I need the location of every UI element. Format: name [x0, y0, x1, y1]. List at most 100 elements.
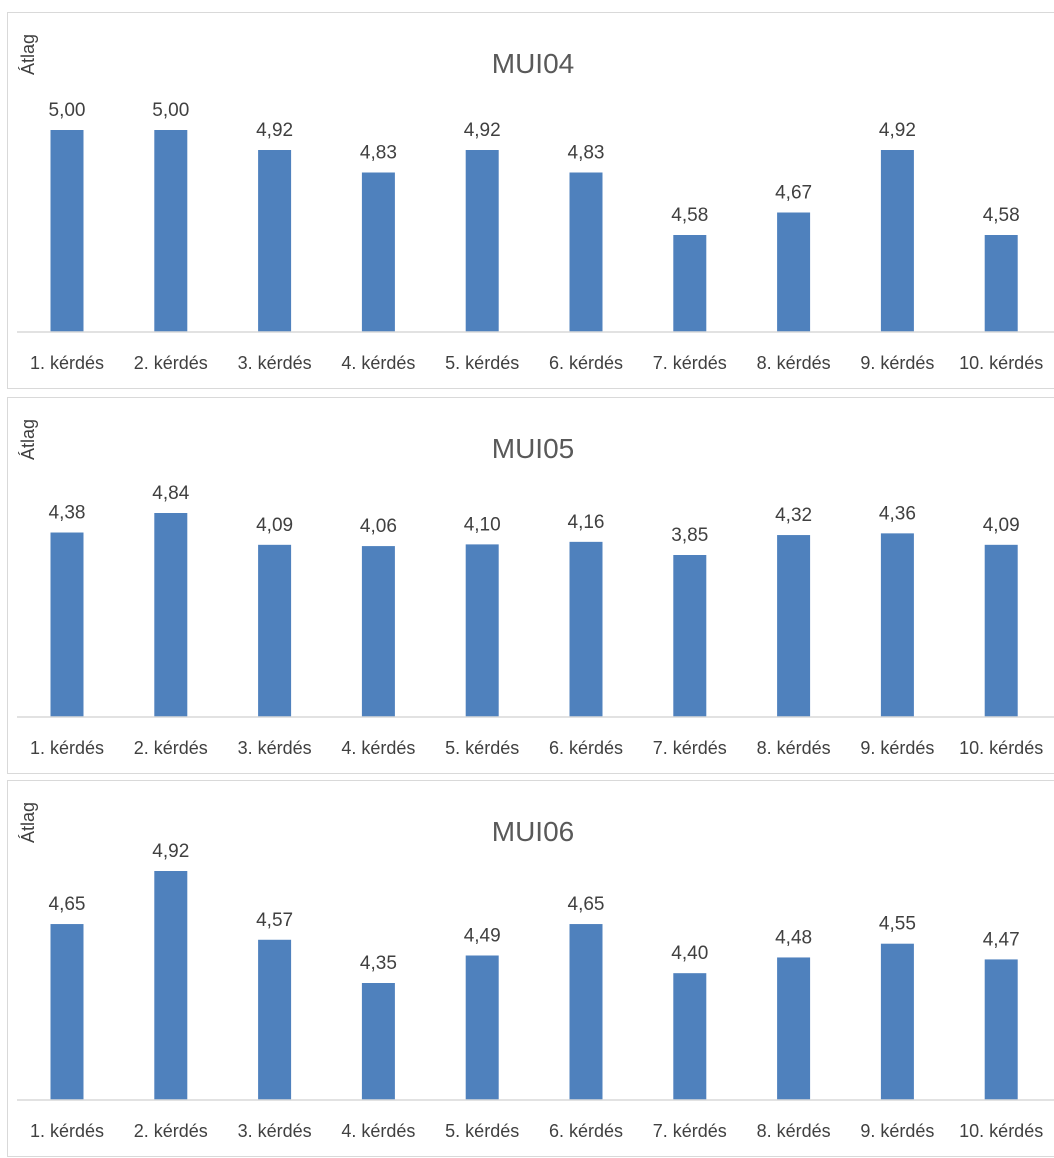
bar [361, 983, 395, 1100]
x-tick-labels: 1. kérdés 2. kérdés 3. kérdés 4. kérdés 5. k… [30, 738, 1043, 758]
y-axis-label: Átlag [18, 34, 38, 75]
bar [673, 555, 707, 717]
data-label: 5,00 [49, 100, 86, 121]
x-tick-label: 6. kérdés [549, 738, 623, 758]
data-label: 4,10 [464, 514, 501, 535]
bar-chart-mui05: MUI05 Átlag 4,38 4,84 4,09 4,06 4,10 4,16 3,85… [17, 419, 1054, 758]
data-label: 4,55 [879, 914, 916, 935]
bar [258, 939, 292, 1100]
data-label: 4,67 [775, 183, 812, 204]
bar [361, 546, 395, 717]
x-tick-label: 2. kérdés [134, 1121, 208, 1141]
x-tick-label: 2. kérdés [134, 738, 208, 758]
data-label: 4,48 [775, 927, 812, 948]
data-label: 4,58 [983, 205, 1020, 226]
y-axis-label: Átlag [18, 802, 38, 843]
x-tick-label: 9. kérdés [860, 1121, 934, 1141]
data-label: 4,36 [879, 503, 916, 524]
bar [50, 532, 84, 717]
data-label: 5,00 [152, 100, 189, 121]
x-tick-label: 7. kérdés [653, 738, 727, 758]
data-label: 4,57 [256, 910, 293, 931]
data-label: 4,92 [879, 120, 916, 141]
bar [569, 541, 603, 717]
x-tick-label: 5. kérdés [445, 353, 519, 373]
bar [154, 871, 188, 1100]
data-label: 4,83 [360, 143, 397, 164]
x-tick-label: 10. kérdés [959, 353, 1043, 373]
data-label: 4,65 [568, 894, 605, 915]
x-tick-label: 8. kérdés [757, 1121, 831, 1141]
bar [258, 544, 292, 717]
x-tick-label: 8. kérdés [757, 353, 831, 373]
bars-group: 4,38 4,84 4,09 4,06 4,10 4,16 3,85 4,32 4,36 4,09 [49, 483, 1020, 717]
bars-group: 4,65 4,92 4,57 4,35 4,49 4,65 4,40 4,48 4,55 4,47 [49, 841, 1020, 1100]
bar [569, 924, 603, 1100]
bar [569, 172, 603, 332]
data-label: 3,85 [671, 525, 708, 546]
x-tick-label: 4. kérdés [341, 1121, 415, 1141]
data-label: 4,92 [152, 841, 189, 862]
bar [984, 959, 1018, 1100]
x-tick-labels: 1. kérdés 2. kérdés 3. kérdés 4. kérdés 5. k… [30, 1121, 1043, 1141]
bar [777, 535, 811, 717]
data-label: 4,09 [256, 515, 293, 536]
x-tick-label: 5. kérdés [445, 738, 519, 758]
x-tick-label: 3. kérdés [238, 738, 312, 758]
x-tick-label: 7. kérdés [653, 1121, 727, 1141]
bar [880, 533, 914, 717]
y-axis-label: Átlag [18, 419, 38, 460]
bar [465, 544, 499, 717]
bar [258, 150, 292, 332]
data-label: 4,16 [568, 512, 605, 533]
data-label: 4,49 [464, 925, 501, 946]
data-label: 4,09 [983, 515, 1020, 536]
data-label: 4,58 [671, 205, 708, 226]
data-label: 4,83 [568, 143, 605, 164]
bar [880, 943, 914, 1100]
x-tick-label: 9. kérdés [860, 738, 934, 758]
x-tick-label: 6. kérdés [549, 1121, 623, 1141]
data-label: 4,92 [464, 120, 501, 141]
x-tick-labels: 1. kérdés 2. kérdés 3. kérdés 4. kérdés 5. k… [30, 353, 1043, 373]
bar-chart-mui06: MUI06 Átlag 4,65 4,92 4,57 4,35 4,49 4,65 4,40… [17, 802, 1054, 1141]
bar [984, 544, 1018, 717]
x-tick-label: 6. kérdés [549, 353, 623, 373]
x-tick-label: 8. kérdés [757, 738, 831, 758]
data-label: 4,92 [256, 120, 293, 141]
chart-panel-mui05: MUI05 Átlag 4,38 4,84 4,09 4,06 4,10 4,16 3,85… [7, 397, 1054, 774]
chart-panel-mui06: MUI06 Átlag 4,65 4,92 4,57 4,35 4,49 4,65 4,40… [7, 780, 1054, 1157]
x-tick-label: 10. kérdés [959, 738, 1043, 758]
data-label: 4,35 [360, 953, 397, 974]
data-label: 4,06 [360, 516, 397, 537]
x-tick-label: 1. kérdés [30, 353, 104, 373]
data-label: 4,38 [49, 503, 86, 524]
bar [361, 172, 395, 332]
x-tick-label: 10. kérdés [959, 1121, 1043, 1141]
bar [777, 212, 811, 332]
x-tick-label: 7. kérdés [653, 353, 727, 373]
x-tick-label: 1. kérdés [30, 738, 104, 758]
x-tick-label: 3. kérdés [238, 353, 312, 373]
chart-panel-mui04: MUI04 Átlag 5,00 5,00 4,92 4,83 4,92 4,83 4,58… [7, 12, 1054, 389]
bar [880, 150, 914, 332]
chart-title: MUI04 [492, 48, 574, 79]
x-tick-label: 9. kérdés [860, 353, 934, 373]
x-tick-label: 4. kérdés [341, 738, 415, 758]
bar [465, 150, 499, 332]
data-label: 4,40 [671, 943, 708, 964]
bar [673, 235, 707, 332]
bar [50, 924, 84, 1100]
data-label: 4,84 [152, 483, 189, 504]
bar [673, 973, 707, 1100]
bars-group: 5,00 5,00 4,92 4,83 4,92 4,83 4,58 4,67 4,92 4,58 [49, 100, 1020, 332]
x-tick-label: 1. kérdés [30, 1121, 104, 1141]
bar [465, 955, 499, 1100]
bar [50, 130, 84, 332]
bar-chart-mui04: MUI04 Átlag 5,00 5,00 4,92 4,83 4,92 4,83 4,58… [17, 34, 1054, 373]
bar [984, 235, 1018, 332]
data-label: 4,32 [775, 505, 812, 526]
data-label: 4,65 [49, 894, 86, 915]
x-tick-label: 5. kérdés [445, 1121, 519, 1141]
chart-title: MUI06 [492, 816, 574, 847]
